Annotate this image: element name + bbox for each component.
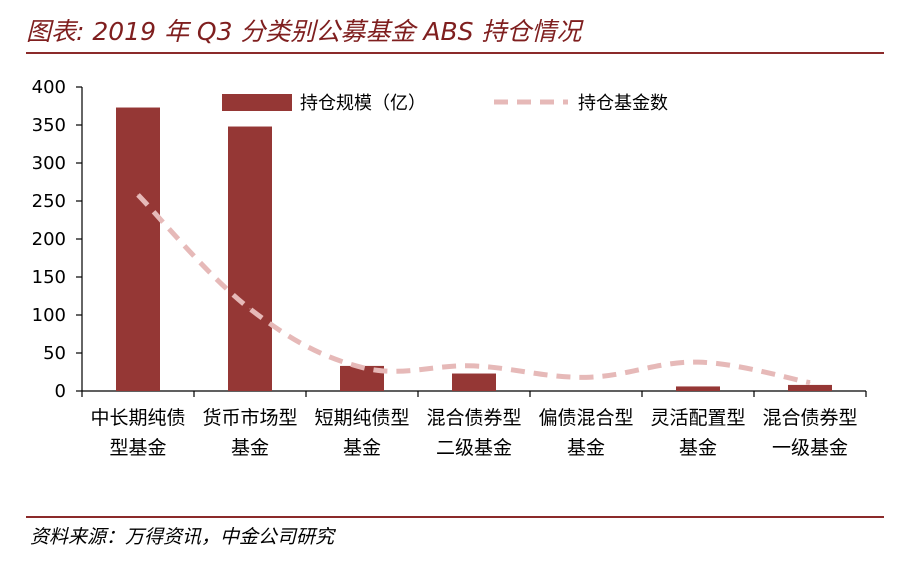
bar-5 (676, 386, 720, 391)
y-tick-label: 400 (32, 77, 66, 98)
x-category-label: 基金 (567, 437, 605, 459)
y-tick-label: 100 (32, 305, 66, 326)
source-rule (26, 516, 884, 518)
y-tick-label: 250 (32, 191, 66, 212)
x-category-label: 基金 (679, 437, 717, 459)
x-category-label: 混合债券型 (426, 407, 521, 429)
y-tick-label: 50 (43, 343, 66, 364)
y-tick-label: 350 (32, 115, 66, 136)
x-category-label: 货币市场型 (202, 407, 297, 429)
x-category-label: 混合债券型 (762, 407, 857, 429)
bar-6 (788, 384, 832, 391)
y-tick-label: 300 (32, 153, 66, 174)
x-category-label: 中长期纯债 (90, 407, 185, 429)
line-point-3 (473, 365, 475, 367)
line-point-1 (249, 308, 251, 310)
y-tick-label: 200 (32, 229, 66, 250)
legend-bar-swatch (222, 94, 292, 111)
y-tick-label: 150 (32, 267, 66, 288)
legend-line-label: 持仓基金数 (578, 93, 668, 114)
bar-3 (452, 373, 496, 391)
x-category-label: 灵活配置型 (650, 407, 745, 429)
x-category-label: 基金 (343, 437, 381, 459)
source-note: 资料来源：万得资讯，中金公司研究 (30, 526, 335, 548)
line-point-4 (585, 376, 587, 378)
title-rule (26, 52, 884, 54)
x-category-label: 二级基金 (436, 437, 512, 459)
line-point-5 (697, 361, 699, 363)
figure-title: 图表: 2019 年 Q3 分类别公募基金 ABS 持仓情况 (26, 17, 582, 46)
x-category-label: 偏债混合型 (538, 407, 633, 429)
x-category-label: 短期纯债型 (314, 407, 409, 429)
line-point-0 (137, 194, 139, 196)
x-category-label: 一级基金 (772, 437, 848, 459)
x-category-label: 基金 (231, 437, 269, 459)
bar-0 (116, 107, 160, 392)
line-point-6 (809, 382, 811, 384)
line-point-2 (361, 366, 363, 368)
bar-1 (228, 126, 272, 392)
x-category-label: 型基金 (109, 437, 166, 459)
legend-bar-label: 持仓规模（亿） (300, 93, 426, 114)
y-tick-label: 0 (55, 381, 66, 402)
